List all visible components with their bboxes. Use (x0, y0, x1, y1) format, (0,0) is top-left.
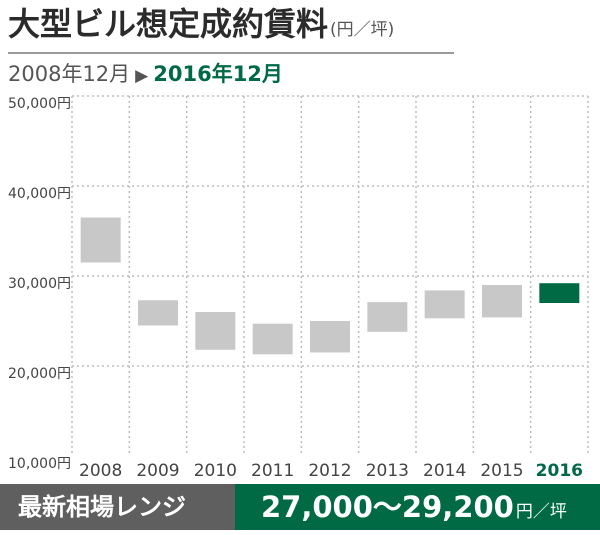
chart-header: 大型ビル想定成約賃料 (円／坪) 2008年12月 ▶ 2016年12月 (8, 4, 454, 92)
chart-title-row: 大型ビル想定成約賃料 (円／坪) (8, 4, 454, 50)
x-tick-label: 2013 (366, 461, 409, 481)
y-tick-label: 40,000円 (8, 186, 71, 202)
footer-range-value: 27,000〜29,200 (261, 490, 514, 524)
footer-banner: 最新相場レンジ 27,000〜29,200 円／坪 (0, 484, 600, 530)
chart-title-unit: (円／坪) (330, 20, 395, 40)
x-tick-label: 2011 (251, 461, 294, 481)
range-bar-chart: 10,000円 20,000円 30,000円 40,000円 50,000円 2008 2… (8, 95, 589, 481)
footer-label: 最新相場レンジ (0, 484, 235, 530)
title-divider (8, 52, 454, 54)
range-bar (539, 283, 580, 303)
range-bar (252, 323, 293, 355)
footer-range-unit: 円／坪 (515, 502, 567, 522)
range-bar (424, 290, 465, 319)
y-tick-label: 20,000円 (8, 366, 71, 382)
footer-range-panel: 27,000〜29,200 円／坪 (235, 484, 600, 530)
range-bar (310, 321, 350, 353)
x-tick-label: 2015 (480, 461, 523, 481)
range-bar (138, 300, 178, 326)
x-tick-label: 2014 (423, 461, 466, 481)
chart-title: 大型ビル想定成約賃料 (8, 5, 329, 43)
y-tick-label: 10,000円 (8, 456, 71, 472)
footer-range-text: 27,000〜29,200 円／坪 (261, 484, 567, 535)
period-from: 2008年12月 (8, 62, 131, 86)
x-tick-label: 2012 (308, 461, 351, 481)
period-to: 2016年12月 (153, 62, 283, 86)
x-tick-label: 2016 (536, 461, 583, 481)
range-bar (80, 217, 121, 263)
x-tick-label: 2009 (136, 461, 179, 481)
x-tick-label: 2010 (194, 461, 237, 481)
y-tick-label: 30,000円 (8, 276, 71, 292)
range-bar (367, 302, 408, 332)
range-bar (482, 285, 522, 318)
range-bar (195, 312, 236, 350)
x-tick-label: 2008 (79, 461, 122, 481)
period-arrow-icon: ▶ (135, 66, 149, 86)
y-tick-label: 50,000円 (8, 96, 71, 112)
period-row: 2008年12月 ▶ 2016年12月 (8, 58, 454, 92)
